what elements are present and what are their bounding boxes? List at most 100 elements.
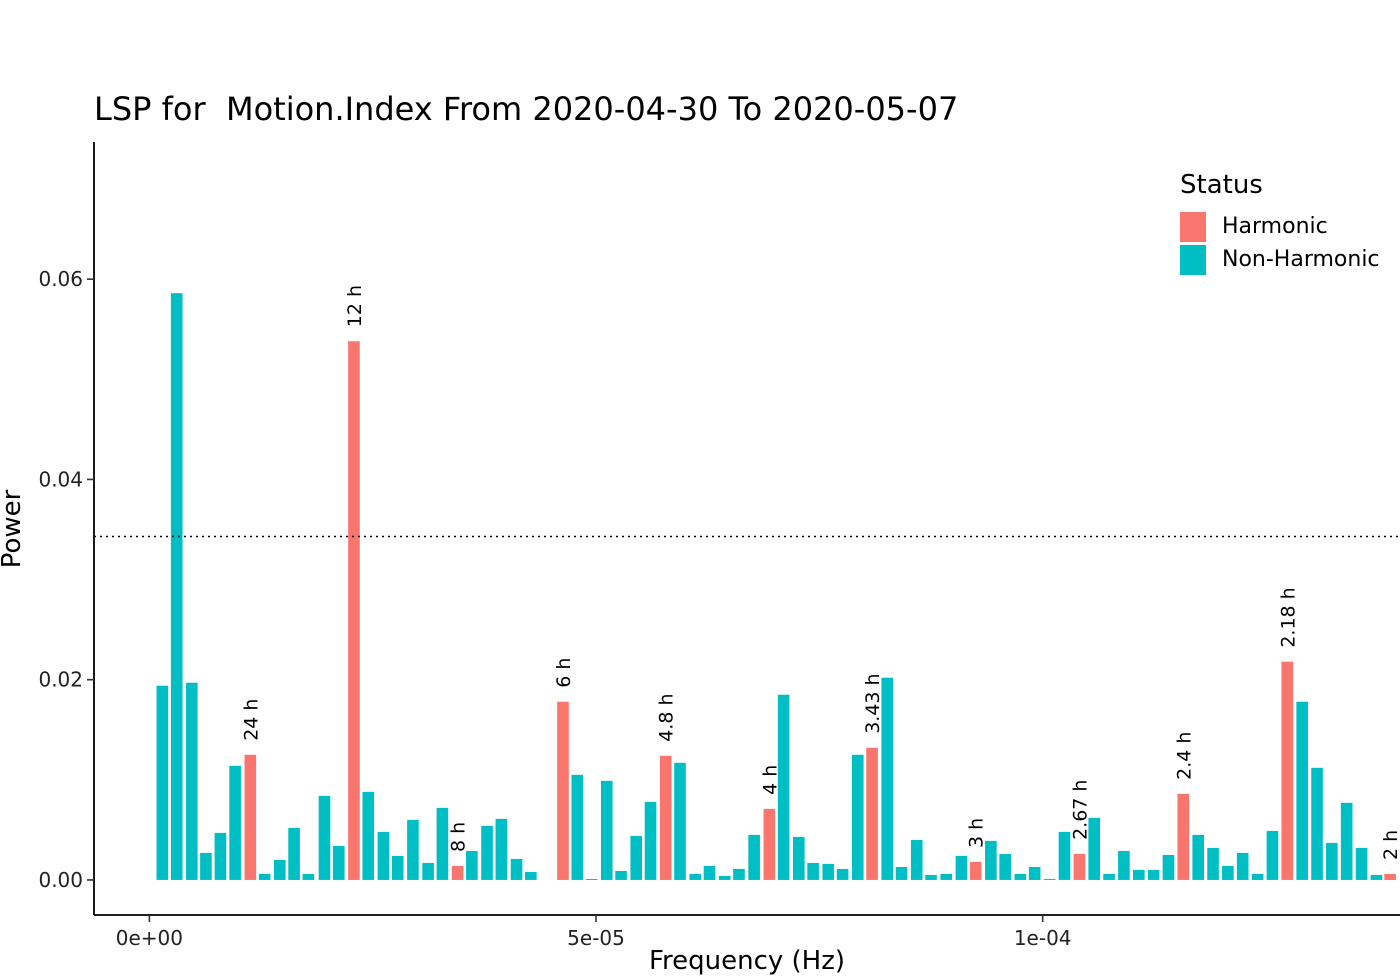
bar-non-harmonic — [748, 834, 760, 880]
bar-period-label: 2.4 h — [1173, 732, 1195, 780]
bar-period-label: 2.18 h — [1277, 587, 1299, 647]
bar-non-harmonic — [1207, 847, 1219, 880]
bar-non-harmonic — [644, 801, 657, 880]
bar-period-label: 2 h — [1380, 830, 1400, 860]
bar-non-harmonic — [1340, 802, 1353, 880]
legend-key-harmonic — [1180, 211, 1206, 242]
x-tick-label: 5e-05 — [567, 926, 625, 950]
bar-non-harmonic — [689, 873, 701, 880]
x-tick-label: 1e-04 — [1014, 926, 1072, 950]
bar-non-harmonic — [985, 840, 997, 880]
bar-harmonic — [451, 865, 464, 880]
bar-harmonic — [659, 755, 672, 880]
bar-non-harmonic — [718, 875, 731, 880]
bar-non-harmonic — [1251, 873, 1264, 880]
bar-period-label: 3 h — [966, 818, 988, 848]
y-tick-label: 0.06 — [38, 267, 83, 291]
bar-non-harmonic — [1370, 874, 1383, 880]
bar-non-harmonic — [777, 694, 790, 880]
bar-harmonic — [866, 747, 878, 880]
bar-non-harmonic — [1192, 834, 1205, 880]
bar-non-harmonic — [1296, 701, 1308, 880]
bar-non-harmonic — [571, 774, 584, 880]
bar-non-harmonic — [940, 873, 953, 880]
bar-non-harmonic — [895, 866, 908, 880]
chart-title: LSP for Motion.Index From 2020-04-30 To … — [94, 90, 959, 128]
bar-non-harmonic — [674, 762, 686, 880]
bar-non-harmonic — [302, 873, 315, 880]
bar-non-harmonic — [630, 835, 643, 880]
bar-non-harmonic — [1058, 831, 1071, 880]
bar-non-harmonic — [229, 765, 241, 880]
bar-non-harmonic — [1014, 873, 1027, 880]
bar-period-label: 6 h — [553, 658, 575, 688]
bar-non-harmonic — [881, 677, 894, 880]
bar-non-harmonic — [288, 827, 300, 880]
bar-non-harmonic — [1103, 873, 1115, 880]
x-axis-title: Frequency (Hz) — [648, 946, 846, 976]
bar-period-label: 24 h — [240, 699, 262, 741]
bar-non-harmonic — [807, 862, 819, 880]
bar-non-harmonic — [1236, 852, 1249, 880]
bar-non-harmonic — [214, 832, 227, 880]
bar-non-harmonic — [495, 818, 508, 880]
bar-non-harmonic — [836, 868, 849, 880]
bar-non-harmonic — [332, 845, 345, 880]
bar-non-harmonic — [525, 871, 537, 880]
legend-label-harmonic: Harmonic — [1222, 214, 1328, 239]
bar-non-harmonic — [1132, 869, 1145, 880]
bar-non-harmonic — [481, 825, 493, 880]
bar-non-harmonic — [186, 682, 198, 880]
bar-harmonic — [1177, 793, 1190, 880]
bar-non-harmonic — [510, 858, 523, 880]
bar-harmonic — [969, 861, 982, 880]
bar-non-harmonic — [274, 859, 286, 880]
bar-period-label: 8 h — [448, 822, 470, 852]
bar-non-harmonic — [822, 863, 835, 880]
bar-non-harmonic — [1028, 866, 1041, 880]
bar-non-harmonic — [733, 868, 745, 880]
bar-non-harmonic — [615, 870, 627, 880]
bar-non-harmonic — [910, 839, 923, 880]
y-tick-label: 0.02 — [38, 668, 83, 692]
bar-non-harmonic — [999, 853, 1011, 880]
bar-non-harmonic — [362, 791, 375, 880]
y-axis-title: Power — [0, 489, 27, 569]
bar-non-harmonic — [422, 862, 434, 880]
bar-period-label: 3.43 h — [862, 673, 884, 733]
bar-non-harmonic — [955, 855, 968, 880]
bar-harmonic — [1384, 873, 1396, 880]
bar-non-harmonic — [391, 855, 404, 880]
legend-title: Status — [1180, 170, 1263, 200]
bar-non-harmonic — [318, 795, 331, 880]
bar-non-harmonic — [258, 873, 271, 880]
bar-non-harmonic — [1355, 847, 1368, 880]
y-tick-label: 0.04 — [38, 467, 83, 491]
x-tick-label: 0e+00 — [116, 926, 183, 950]
bar-non-harmonic — [1266, 830, 1279, 880]
bar-harmonic — [244, 754, 257, 880]
bar-non-harmonic — [703, 865, 716, 880]
bar-non-harmonic — [1326, 842, 1338, 880]
bar-harmonic — [1281, 661, 1294, 880]
bar-period-label: 12 h — [344, 285, 366, 327]
bar-non-harmonic — [170, 293, 183, 880]
bar-non-harmonic — [1118, 850, 1130, 880]
legend-key-non-harmonic — [1180, 244, 1206, 275]
bars-layer — [156, 293, 1396, 880]
bar-non-harmonic — [793, 836, 805, 880]
bar-period-label: 4 h — [759, 765, 781, 795]
bar-non-harmonic — [377, 831, 390, 880]
bar-labels-layer: 24 h 12 h 8 h 6 h 4.8 h 4 h 3.43 h 3 h 2.67 h 2.4… — [240, 285, 1400, 860]
bar-non-harmonic — [200, 852, 212, 880]
bar-non-harmonic — [585, 878, 598, 880]
bar-harmonic — [557, 701, 569, 880]
bar-non-harmonic — [1162, 854, 1175, 880]
bar-non-harmonic — [436, 807, 449, 880]
legend-label-non-harmonic: Non-Harmonic — [1222, 247, 1380, 272]
bar-non-harmonic — [1222, 865, 1234, 880]
bar-non-harmonic — [851, 754, 864, 880]
bar-non-harmonic — [1147, 869, 1160, 880]
bar-harmonic — [763, 808, 776, 880]
